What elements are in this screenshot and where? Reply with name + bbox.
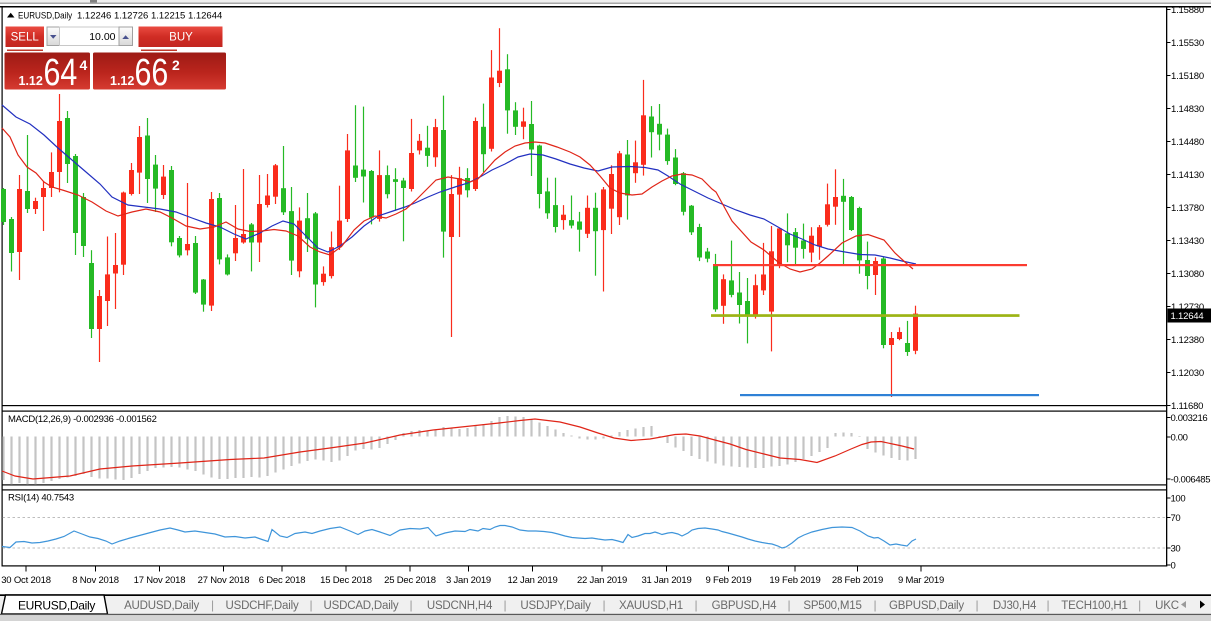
svg-text:|: | (873, 598, 876, 612)
svg-text:100: 100 (1171, 494, 1186, 505)
svg-text:1.14480: 1.14480 (1171, 137, 1204, 148)
svg-text:0.003216: 0.003216 (1171, 413, 1208, 424)
svg-text:9 Feb 2019: 9 Feb 2019 (705, 575, 751, 586)
svg-text:BUY: BUY (169, 32, 193, 44)
svg-text:XAUUSD,H1: XAUUSD,H1 (619, 600, 683, 612)
svg-text:1.13430: 1.13430 (1171, 236, 1204, 247)
svg-text:USDCNH,H4: USDCNH,H4 (427, 600, 493, 612)
svg-text:|: | (1138, 598, 1141, 612)
svg-text:|: | (602, 598, 605, 612)
svg-text:66: 66 (135, 52, 169, 94)
svg-text:6 Dec 2018: 6 Dec 2018 (259, 575, 306, 586)
svg-text:1.12: 1.12 (19, 74, 43, 88)
svg-text:0: 0 (1171, 561, 1176, 572)
svg-text:1.13780: 1.13780 (1171, 203, 1204, 214)
svg-text:EURUSD,Daily: EURUSD,Daily (18, 10, 73, 21)
svg-text:1.15880: 1.15880 (1171, 5, 1204, 16)
svg-text:EURUSD,Daily: EURUSD,Daily (18, 599, 95, 613)
svg-text:28 Feb 2019: 28 Feb 2019 (832, 575, 883, 586)
svg-text:|: | (787, 598, 790, 612)
svg-text:1.13080: 1.13080 (1171, 269, 1204, 280)
svg-text:70: 70 (1171, 513, 1181, 524)
svg-text:30: 30 (1171, 544, 1181, 555)
svg-text:0.00: 0.00 (1171, 433, 1188, 444)
svg-text:1.12246 1.12726 1.12215 1.1264: 1.12246 1.12726 1.12215 1.12644 (77, 10, 222, 21)
svg-text:1.12730: 1.12730 (1171, 302, 1204, 313)
svg-text:8 Nov 2018: 8 Nov 2018 (72, 575, 119, 586)
svg-text:3 Jan 2019: 3 Jan 2019 (446, 575, 491, 586)
svg-text:25 Dec 2018: 25 Dec 2018 (384, 575, 436, 586)
svg-text:12 Jan 2019: 12 Jan 2019 (507, 575, 557, 586)
svg-text:2: 2 (172, 57, 180, 73)
svg-text:4: 4 (80, 57, 88, 73)
svg-text:GBPUSD,H4: GBPUSD,H4 (712, 600, 777, 612)
svg-text:USDJPY,Daily: USDJPY,Daily (520, 600, 591, 612)
svg-text:MACD(12,26,9) -0.002936 -0.001: MACD(12,26,9) -0.002936 -0.001562 (8, 414, 157, 425)
svg-text:31 Jan 2019: 31 Jan 2019 (641, 575, 691, 586)
svg-text:|: | (1046, 598, 1049, 612)
svg-text:1.11680: 1.11680 (1171, 401, 1203, 412)
svg-text:|: | (409, 598, 412, 612)
svg-text:1.12380: 1.12380 (1171, 335, 1204, 346)
svg-text:64: 64 (44, 52, 78, 94)
svg-text:RSI(14) 40.7543: RSI(14) 40.7543 (8, 493, 74, 504)
svg-text:AUDUSD,Daily: AUDUSD,Daily (124, 600, 199, 612)
svg-text:19 Feb 2019: 19 Feb 2019 (769, 575, 820, 586)
svg-text:1.14830: 1.14830 (1171, 104, 1204, 115)
svg-text:1.12030: 1.12030 (1171, 368, 1204, 379)
svg-text:USDCHF,Daily: USDCHF,Daily (226, 600, 299, 612)
svg-text:GBPUSD,Daily: GBPUSD,Daily (889, 600, 964, 612)
svg-text:|: | (694, 598, 697, 612)
svg-text:10.00: 10.00 (89, 31, 115, 43)
svg-text:27 Nov 2018: 27 Nov 2018 (198, 575, 250, 586)
svg-text:1.15180: 1.15180 (1171, 71, 1204, 82)
svg-text:-0.006485: -0.006485 (1171, 475, 1211, 486)
svg-text:TECH100,H1: TECH100,H1 (1061, 600, 1127, 612)
svg-text:UKC: UKC (1155, 600, 1179, 612)
svg-text:|: | (503, 598, 506, 612)
svg-text:9 Mar 2019: 9 Mar 2019 (898, 575, 944, 586)
svg-text:17 Nov 2018: 17 Nov 2018 (134, 575, 186, 586)
svg-text:|: | (975, 598, 978, 612)
svg-text:30 Oct 2018: 30 Oct 2018 (1, 575, 51, 586)
svg-text:DJ30,H4: DJ30,H4 (993, 600, 1037, 612)
svg-text:USDCAD,Daily: USDCAD,Daily (324, 600, 399, 612)
svg-text:1.15530: 1.15530 (1171, 38, 1204, 49)
svg-text:SP500,M15: SP500,M15 (803, 600, 861, 612)
svg-text:15 Dec 2018: 15 Dec 2018 (320, 575, 372, 586)
svg-text:1.14130: 1.14130 (1171, 170, 1204, 181)
svg-text:|: | (309, 598, 312, 612)
svg-text:|: | (211, 598, 214, 612)
svg-text:1.12: 1.12 (110, 74, 134, 88)
svg-text:SELL: SELL (11, 32, 40, 44)
svg-text:1.12644: 1.12644 (1171, 311, 1204, 322)
svg-text:22 Jan 2019: 22 Jan 2019 (577, 575, 627, 586)
